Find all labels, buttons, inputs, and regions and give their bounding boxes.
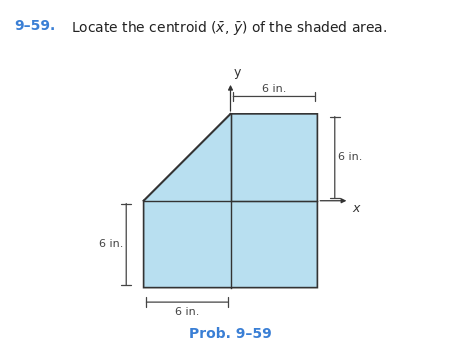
Polygon shape: [144, 114, 317, 288]
Text: 6 in.: 6 in.: [262, 84, 286, 94]
Text: 9–59.: 9–59.: [14, 19, 55, 33]
Text: y: y: [233, 66, 241, 79]
Text: $x$: $x$: [352, 202, 362, 215]
Polygon shape: [144, 114, 230, 201]
Text: 6 in.: 6 in.: [337, 152, 362, 162]
Text: 6 in.: 6 in.: [175, 307, 199, 316]
Text: Prob. 9–59: Prob. 9–59: [189, 327, 272, 341]
Text: Locate the centroid ($\bar{x}$, $\bar{y}$) of the shaded area.: Locate the centroid ($\bar{x}$, $\bar{y}…: [71, 19, 388, 37]
Text: 6 in.: 6 in.: [99, 239, 124, 249]
